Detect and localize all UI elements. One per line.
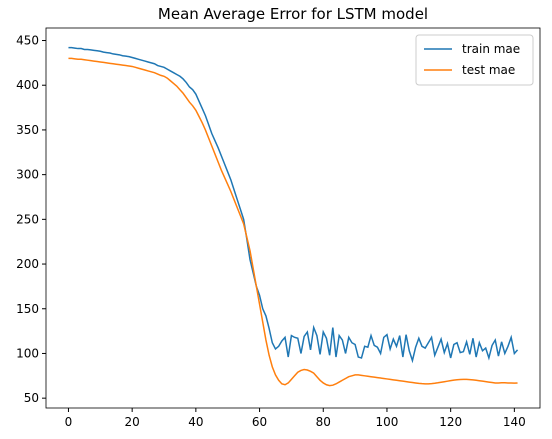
line-series (68, 46, 519, 364)
x-tick-label: 60 (252, 415, 267, 429)
x-tick-label: 40 (188, 415, 203, 429)
y-tick-label: 450 (16, 34, 39, 48)
chart-title: Mean Average Error for LSTM model (158, 5, 428, 23)
y-tick-label: 150 (16, 302, 39, 316)
x-tick-label: 140 (503, 415, 526, 429)
x-tick-label: 80 (316, 415, 331, 429)
x-tick-label: 120 (439, 415, 462, 429)
y-tick-label: 50 (24, 391, 39, 405)
legend-box (415, 34, 534, 86)
y-tick-label: 200 (16, 257, 39, 271)
line-series (68, 57, 518, 387)
legend-label: test mae (462, 63, 515, 77)
y-tick-label: 350 (16, 123, 39, 137)
y-tick-label: 400 (16, 78, 39, 92)
y-tick-label: 100 (16, 346, 39, 360)
axes-frame (45, 27, 541, 409)
y-tick-label: 300 (16, 168, 39, 182)
x-tick-label: 100 (376, 415, 399, 429)
x-tick-label: 0 (65, 415, 73, 429)
legend-label: train mae (462, 42, 520, 56)
y-tick-label: 250 (16, 212, 39, 226)
x-tick-label: 20 (125, 415, 140, 429)
